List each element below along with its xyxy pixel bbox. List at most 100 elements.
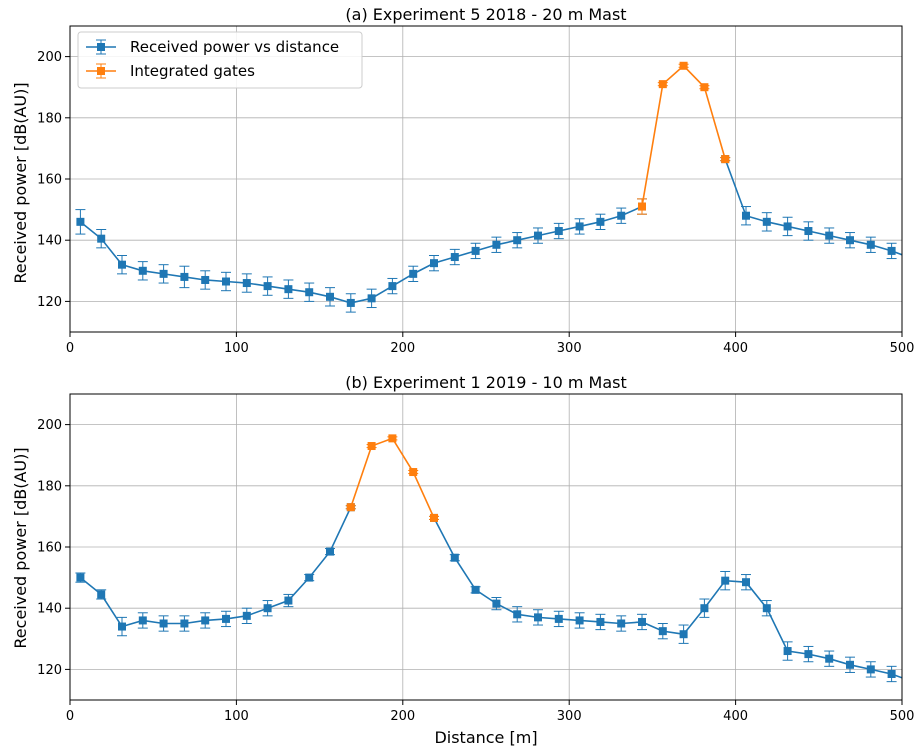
legend-main-label: Received power vs distance xyxy=(130,38,339,56)
panel-b-data-point xyxy=(409,468,418,477)
panel-a-data-point xyxy=(284,285,293,294)
panel-b-data-point xyxy=(242,611,251,620)
panel-b-data-point xyxy=(222,614,230,623)
panel-b-y-tick-label: 200 xyxy=(37,418,62,433)
panel-a-data-point xyxy=(887,246,896,255)
panel-b-x-tick-label: 500 xyxy=(890,709,915,724)
panel-a-y-tick-label: 140 xyxy=(37,234,62,249)
panel-a-data-point xyxy=(575,222,584,231)
legend: Received power vs distance Integrated ga… xyxy=(77,31,363,89)
panel-b-data-point xyxy=(554,614,563,623)
panel-a-data-point xyxy=(76,217,85,226)
panel-a-data-point xyxy=(242,279,251,288)
panel-b-gridlines xyxy=(69,394,903,700)
panel-a-data-point xyxy=(118,260,126,269)
panel-b-data-point xyxy=(346,503,355,512)
panel-b-data-point xyxy=(97,590,106,599)
panel-b-x-tick-label: 0 xyxy=(66,709,74,724)
panel-b-x-axis-label: Distance [m] xyxy=(434,728,537,747)
panel-a-data-point xyxy=(346,298,355,307)
panel-a-data-point xyxy=(159,269,168,278)
panel-a-data-point xyxy=(825,231,834,240)
panel-a-data-point xyxy=(409,269,418,278)
panel-b-data-point xyxy=(513,610,522,619)
panel-a-data-point xyxy=(513,236,522,245)
legend-integrated-label: Integrated gates xyxy=(130,62,255,80)
legend-entry-main: Received power vs distance xyxy=(86,38,339,56)
panel-b-data-point xyxy=(492,599,501,608)
panel-b-data-point xyxy=(596,617,605,626)
panel-a-data-point xyxy=(492,240,501,249)
panel-a-x-tick-label: 100 xyxy=(224,341,249,356)
panel-a-x-tick-label: 0 xyxy=(66,341,74,356)
panel-a-frame xyxy=(69,25,903,333)
panel-b-y-tick-label: 160 xyxy=(37,541,62,556)
legend-main-marker xyxy=(97,43,105,51)
panel-b-data-point xyxy=(679,630,688,639)
panel-a-ticks: 0 100 200 300 400 500 120 140 160 180 200 xyxy=(37,50,914,356)
panel-b-data-point xyxy=(471,585,480,594)
panel-a-data-point xyxy=(326,292,334,301)
panel-a-data-point xyxy=(388,282,397,291)
panel-b-series-0 xyxy=(75,503,356,637)
panel-a-x-tick-label: 500 xyxy=(890,341,915,356)
panel-a-data-point xyxy=(658,80,667,89)
panel-b-series-line xyxy=(79,506,352,628)
panel-b-x-tick-label: 200 xyxy=(390,709,415,724)
panel-a-data-point xyxy=(222,277,230,286)
panel-b-data-point xyxy=(825,654,834,663)
legend-entry-integrated: Integrated gates xyxy=(86,62,255,80)
panel-a-data-point xyxy=(367,294,376,303)
panel-b-data-point xyxy=(783,647,792,656)
panel-b-data-point xyxy=(118,622,126,631)
panel-b-data-point xyxy=(305,573,314,582)
panel-a-data-point xyxy=(762,217,771,226)
panel-b-data-point xyxy=(866,665,875,674)
panel-a-series-0 xyxy=(75,198,647,313)
panel-a-y-tick-label: 200 xyxy=(37,50,62,65)
panel-b-data-point xyxy=(263,604,272,613)
panel-a-data-point xyxy=(783,222,792,231)
panel-a-series-line xyxy=(79,205,643,304)
panel-a-title: (a) Experiment 5 2018 - 20 m Mast xyxy=(345,5,626,24)
panel-b-data-point xyxy=(534,613,542,622)
panel-b-data-point xyxy=(326,547,334,556)
panel-b-data-point xyxy=(846,660,854,669)
panel-b-data-point xyxy=(658,627,667,636)
panel-a-series-line xyxy=(641,64,726,207)
panel-b-data-point xyxy=(638,617,646,626)
legend-integrated-marker xyxy=(97,67,105,75)
panel-b-data-point xyxy=(159,619,168,628)
panel-b-series-1 xyxy=(429,513,902,683)
panel-b-data-point xyxy=(742,578,750,587)
panel-a-data-point xyxy=(201,275,210,284)
panel-b-series-line xyxy=(350,437,435,519)
panel-a-data-point xyxy=(534,231,542,240)
panel-a-data-point xyxy=(596,217,605,226)
panel-b-x-tick-label: 100 xyxy=(224,709,249,724)
panel-b-y-tick-label: 120 xyxy=(37,663,62,678)
panel-b-data-point xyxy=(617,619,626,628)
panel-a-series-line xyxy=(724,158,902,256)
panel-a-y-tick-label: 120 xyxy=(37,295,62,310)
panel-b-series-2 xyxy=(345,434,439,522)
panel-b-data-point xyxy=(430,513,438,522)
panel-b-frame xyxy=(69,393,903,701)
panel-b-ticks: 0 100 200 300 400 500 120 140 160 180 200 xyxy=(37,418,914,724)
panel-b-data-point xyxy=(201,616,210,625)
panel-b-data-point xyxy=(762,604,771,613)
panel-a-y-tick-label: 180 xyxy=(37,111,62,126)
panel-b-data-point xyxy=(575,616,584,625)
legend-box xyxy=(77,31,363,89)
panel-b-data-point xyxy=(367,442,376,451)
panel-b-data-point xyxy=(180,619,189,628)
panel-a-data-point xyxy=(305,288,314,297)
panel-a-data-point xyxy=(908,255,916,263)
panel-b-y-tick-label: 140 xyxy=(37,602,62,617)
panel-b-data-point xyxy=(388,434,397,443)
panel-b-data-point xyxy=(284,596,293,605)
panel-b-series-line xyxy=(433,517,902,679)
panel-a-data-point xyxy=(742,211,750,220)
panel-a-data-point xyxy=(97,234,106,243)
